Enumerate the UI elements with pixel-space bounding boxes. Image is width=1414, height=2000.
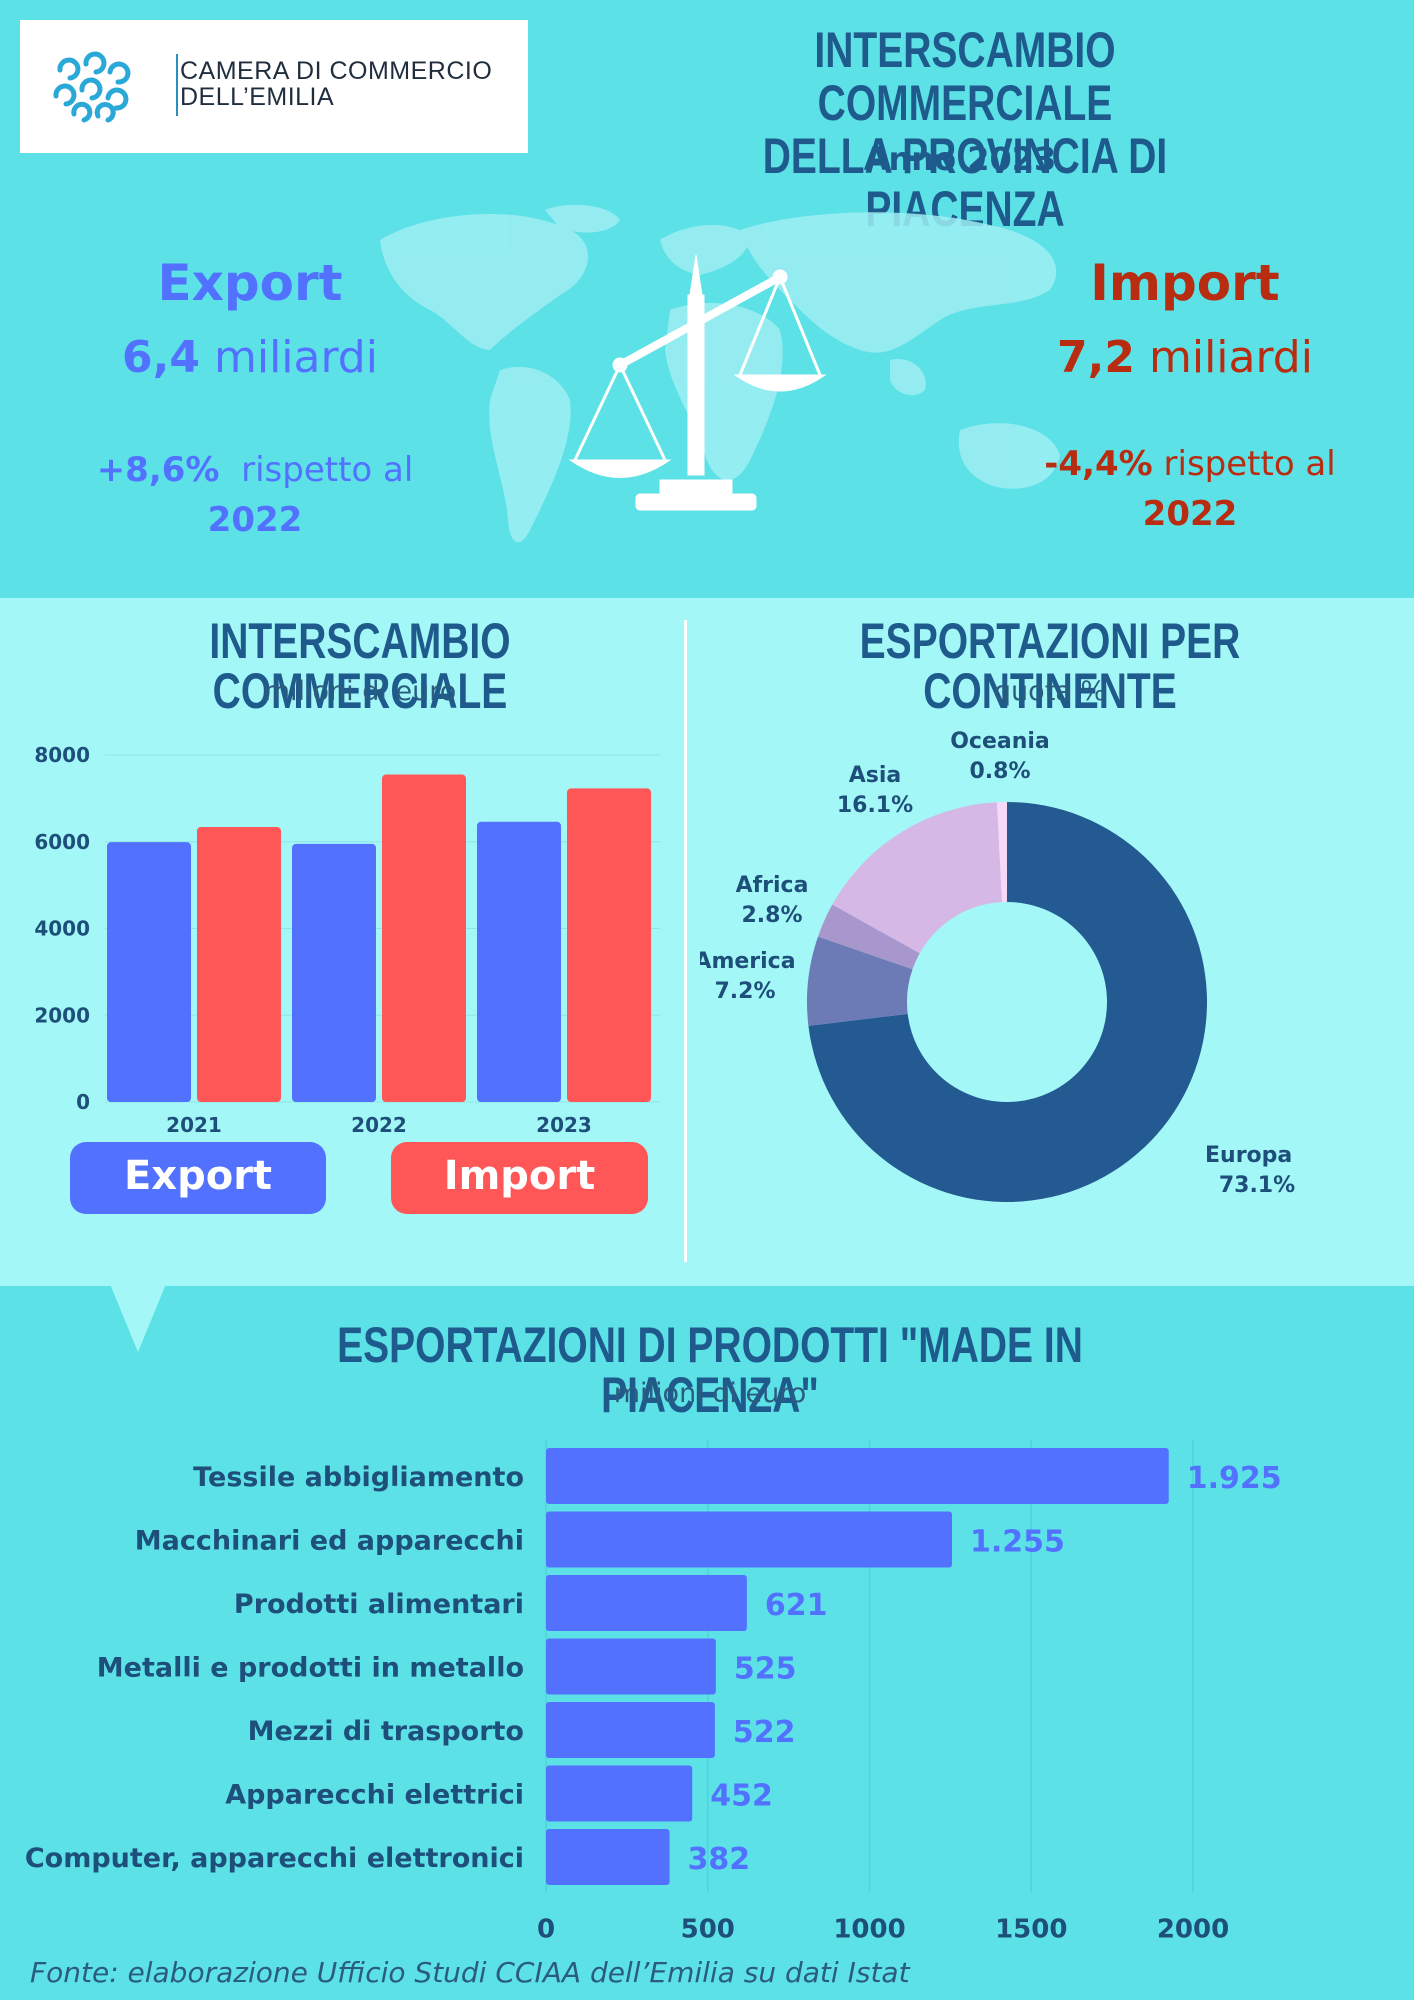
x-tick-label: 2000 bbox=[1157, 1915, 1229, 1941]
org-name-line2: DELL’EMILIA bbox=[180, 83, 335, 111]
slice-label: Asia bbox=[849, 763, 902, 788]
continenti-subtitle: quota % bbox=[993, 676, 1107, 707]
import-kpi-value: 7,2 miliardi bbox=[1010, 332, 1360, 383]
balance-scale-icon bbox=[568, 255, 827, 511]
org-name: CAMERA DI COMMERCIO DELL’EMILIA bbox=[180, 58, 492, 110]
slice-value-label: 0.8% bbox=[969, 759, 1030, 784]
product-bar bbox=[546, 1448, 1169, 1504]
product-bar bbox=[546, 1511, 952, 1568]
logo-separator bbox=[176, 54, 178, 116]
x-tick-label: 2023 bbox=[536, 1113, 592, 1135]
export-change-year: 2022 bbox=[207, 500, 303, 540]
product-label: Prodotti alimentari bbox=[234, 1589, 524, 1620]
product-label: Metalli e prodotti in metallo bbox=[97, 1653, 524, 1684]
slice-oceania bbox=[996, 802, 1007, 903]
export-kpi-value: 6,4 miliardi bbox=[80, 332, 420, 383]
slice-africa bbox=[817, 904, 920, 970]
org-name-line1: CAMERA DI COMMERCIO bbox=[180, 57, 493, 85]
product-bar bbox=[546, 1702, 715, 1758]
continenti-donut-chart: Europa 73.1% America 7.2% Africa 2.8% Asia 16.1… bbox=[700, 729, 1295, 1202]
product-label: Apparecchi elettrici bbox=[225, 1780, 524, 1811]
slice-value-label: 73.1% bbox=[1219, 1173, 1295, 1198]
y-tick-label: 4000 bbox=[34, 917, 90, 941]
slice-asia bbox=[832, 802, 1002, 954]
product-value-label: 522 bbox=[733, 1715, 796, 1750]
import-kpi-unit: miliardi bbox=[1148, 332, 1313, 383]
page-title: INTERSCAMBIO COMMERCIALE DELLA PROVINCIA… bbox=[712, 24, 1219, 236]
import-change-text: rispetto al bbox=[1163, 444, 1336, 484]
export-change-pct: +8,6% bbox=[96, 450, 220, 490]
x-tick-label: 1500 bbox=[995, 1915, 1067, 1941]
continenti-title: ESPORTAZIONI PER CONTINENTE bbox=[859, 613, 1241, 719]
export-bar bbox=[292, 843, 376, 1102]
y-tick-label: 8000 bbox=[34, 743, 90, 767]
product-label: Computer, apparecchi elettronici bbox=[25, 1843, 524, 1874]
x-tick-label: 500 bbox=[681, 1915, 735, 1941]
product-value-label: 452 bbox=[710, 1779, 773, 1814]
import-bar bbox=[382, 774, 466, 1102]
source-note: Fonte: elaborazione Ufficio Studi CCIAA … bbox=[30, 1956, 910, 1989]
y-tick-label: 2000 bbox=[34, 1003, 90, 1027]
import-change-year: 2022 bbox=[1142, 494, 1238, 534]
export-kpi-unit: miliardi bbox=[213, 332, 378, 383]
import-change-pct: -4,4% bbox=[1044, 444, 1153, 484]
slice-label: Africa bbox=[736, 873, 809, 898]
import-kpi-change: -4,4% rispetto al 2022 bbox=[1010, 439, 1370, 539]
slice-value-label: 16.1% bbox=[837, 793, 913, 818]
product-label: Macchinari ed apparecchi bbox=[135, 1526, 524, 1557]
slice-label: Europa bbox=[1205, 1143, 1292, 1168]
year-label: Anno 2023 bbox=[863, 140, 1057, 178]
product-label: Tessile abbigliamento bbox=[193, 1462, 524, 1493]
interscambio-title: INTERSCAMBIO COMMERCIALE bbox=[209, 613, 511, 719]
pointer-triangle bbox=[110, 1284, 166, 1352]
import-bar bbox=[567, 788, 651, 1102]
slice-europa bbox=[808, 802, 1207, 1202]
slice-value-label: 7.2% bbox=[714, 979, 775, 1004]
import-bar bbox=[197, 827, 281, 1102]
x-tick-label: 0 bbox=[537, 1915, 555, 1941]
y-tick-label: 6000 bbox=[34, 830, 90, 854]
prodotti-title: ESPORTAZIONI DI PRODOTTI "MADE IN PIACEN… bbox=[337, 1317, 1083, 1423]
product-bar bbox=[546, 1575, 747, 1631]
page-title-line1: INTERSCAMBIO COMMERCIALE bbox=[814, 22, 1116, 131]
interscambio-subtitle: milioni di euro bbox=[263, 676, 457, 707]
product-label: Mezzi di trasporto bbox=[248, 1716, 524, 1747]
x-tick-label: 1000 bbox=[833, 1915, 905, 1941]
export-bar bbox=[107, 842, 191, 1102]
prodotti-hbar-chart: 0 500 1000 1500 2000 Tessile abbigliamento 1.9… bbox=[25, 1440, 1282, 1941]
legend-export: Export bbox=[70, 1142, 326, 1214]
slice-america bbox=[807, 936, 913, 1026]
export-change-text: rispetto al bbox=[241, 450, 414, 490]
product-value-label: 1.255 bbox=[970, 1525, 1065, 1560]
slice-label: Oceania bbox=[950, 729, 1050, 754]
slice-value-label: 2.8% bbox=[741, 903, 802, 928]
product-bar bbox=[546, 1829, 670, 1885]
export-kpi-change: +8,6% rispetto al 2022 bbox=[70, 445, 440, 545]
product-value-label: 525 bbox=[734, 1652, 797, 1687]
logo-box: CAMERA DI COMMERCIO DELL’EMILIA bbox=[20, 20, 528, 153]
x-tick-label: 2021 bbox=[166, 1113, 222, 1135]
product-value-label: 382 bbox=[688, 1842, 751, 1877]
y-tick-label: 0 bbox=[76, 1090, 90, 1114]
logo-icon bbox=[53, 51, 131, 123]
export-bar bbox=[477, 821, 561, 1102]
legend-import: Import bbox=[391, 1142, 648, 1214]
product-value-label: 621 bbox=[765, 1588, 828, 1623]
section-divider bbox=[684, 620, 687, 1262]
export-kpi-label: Export bbox=[157, 254, 343, 312]
prodotti-subtitle: milioni di euro bbox=[613, 1378, 807, 1409]
product-bar bbox=[546, 1638, 716, 1695]
import-kpi-number: 7,2 bbox=[1057, 332, 1135, 383]
interscambio-bar-chart: 0 2000 4000 6000 8000 2021 2022 2023 bbox=[34, 743, 660, 1135]
slice-label: America bbox=[700, 949, 796, 974]
product-bar bbox=[546, 1765, 693, 1822]
x-tick-label: 2022 bbox=[351, 1113, 407, 1135]
product-value-label: 1.925 bbox=[1187, 1461, 1282, 1496]
export-kpi-number: 6,4 bbox=[122, 332, 200, 383]
import-kpi-label: Import bbox=[1090, 254, 1280, 312]
